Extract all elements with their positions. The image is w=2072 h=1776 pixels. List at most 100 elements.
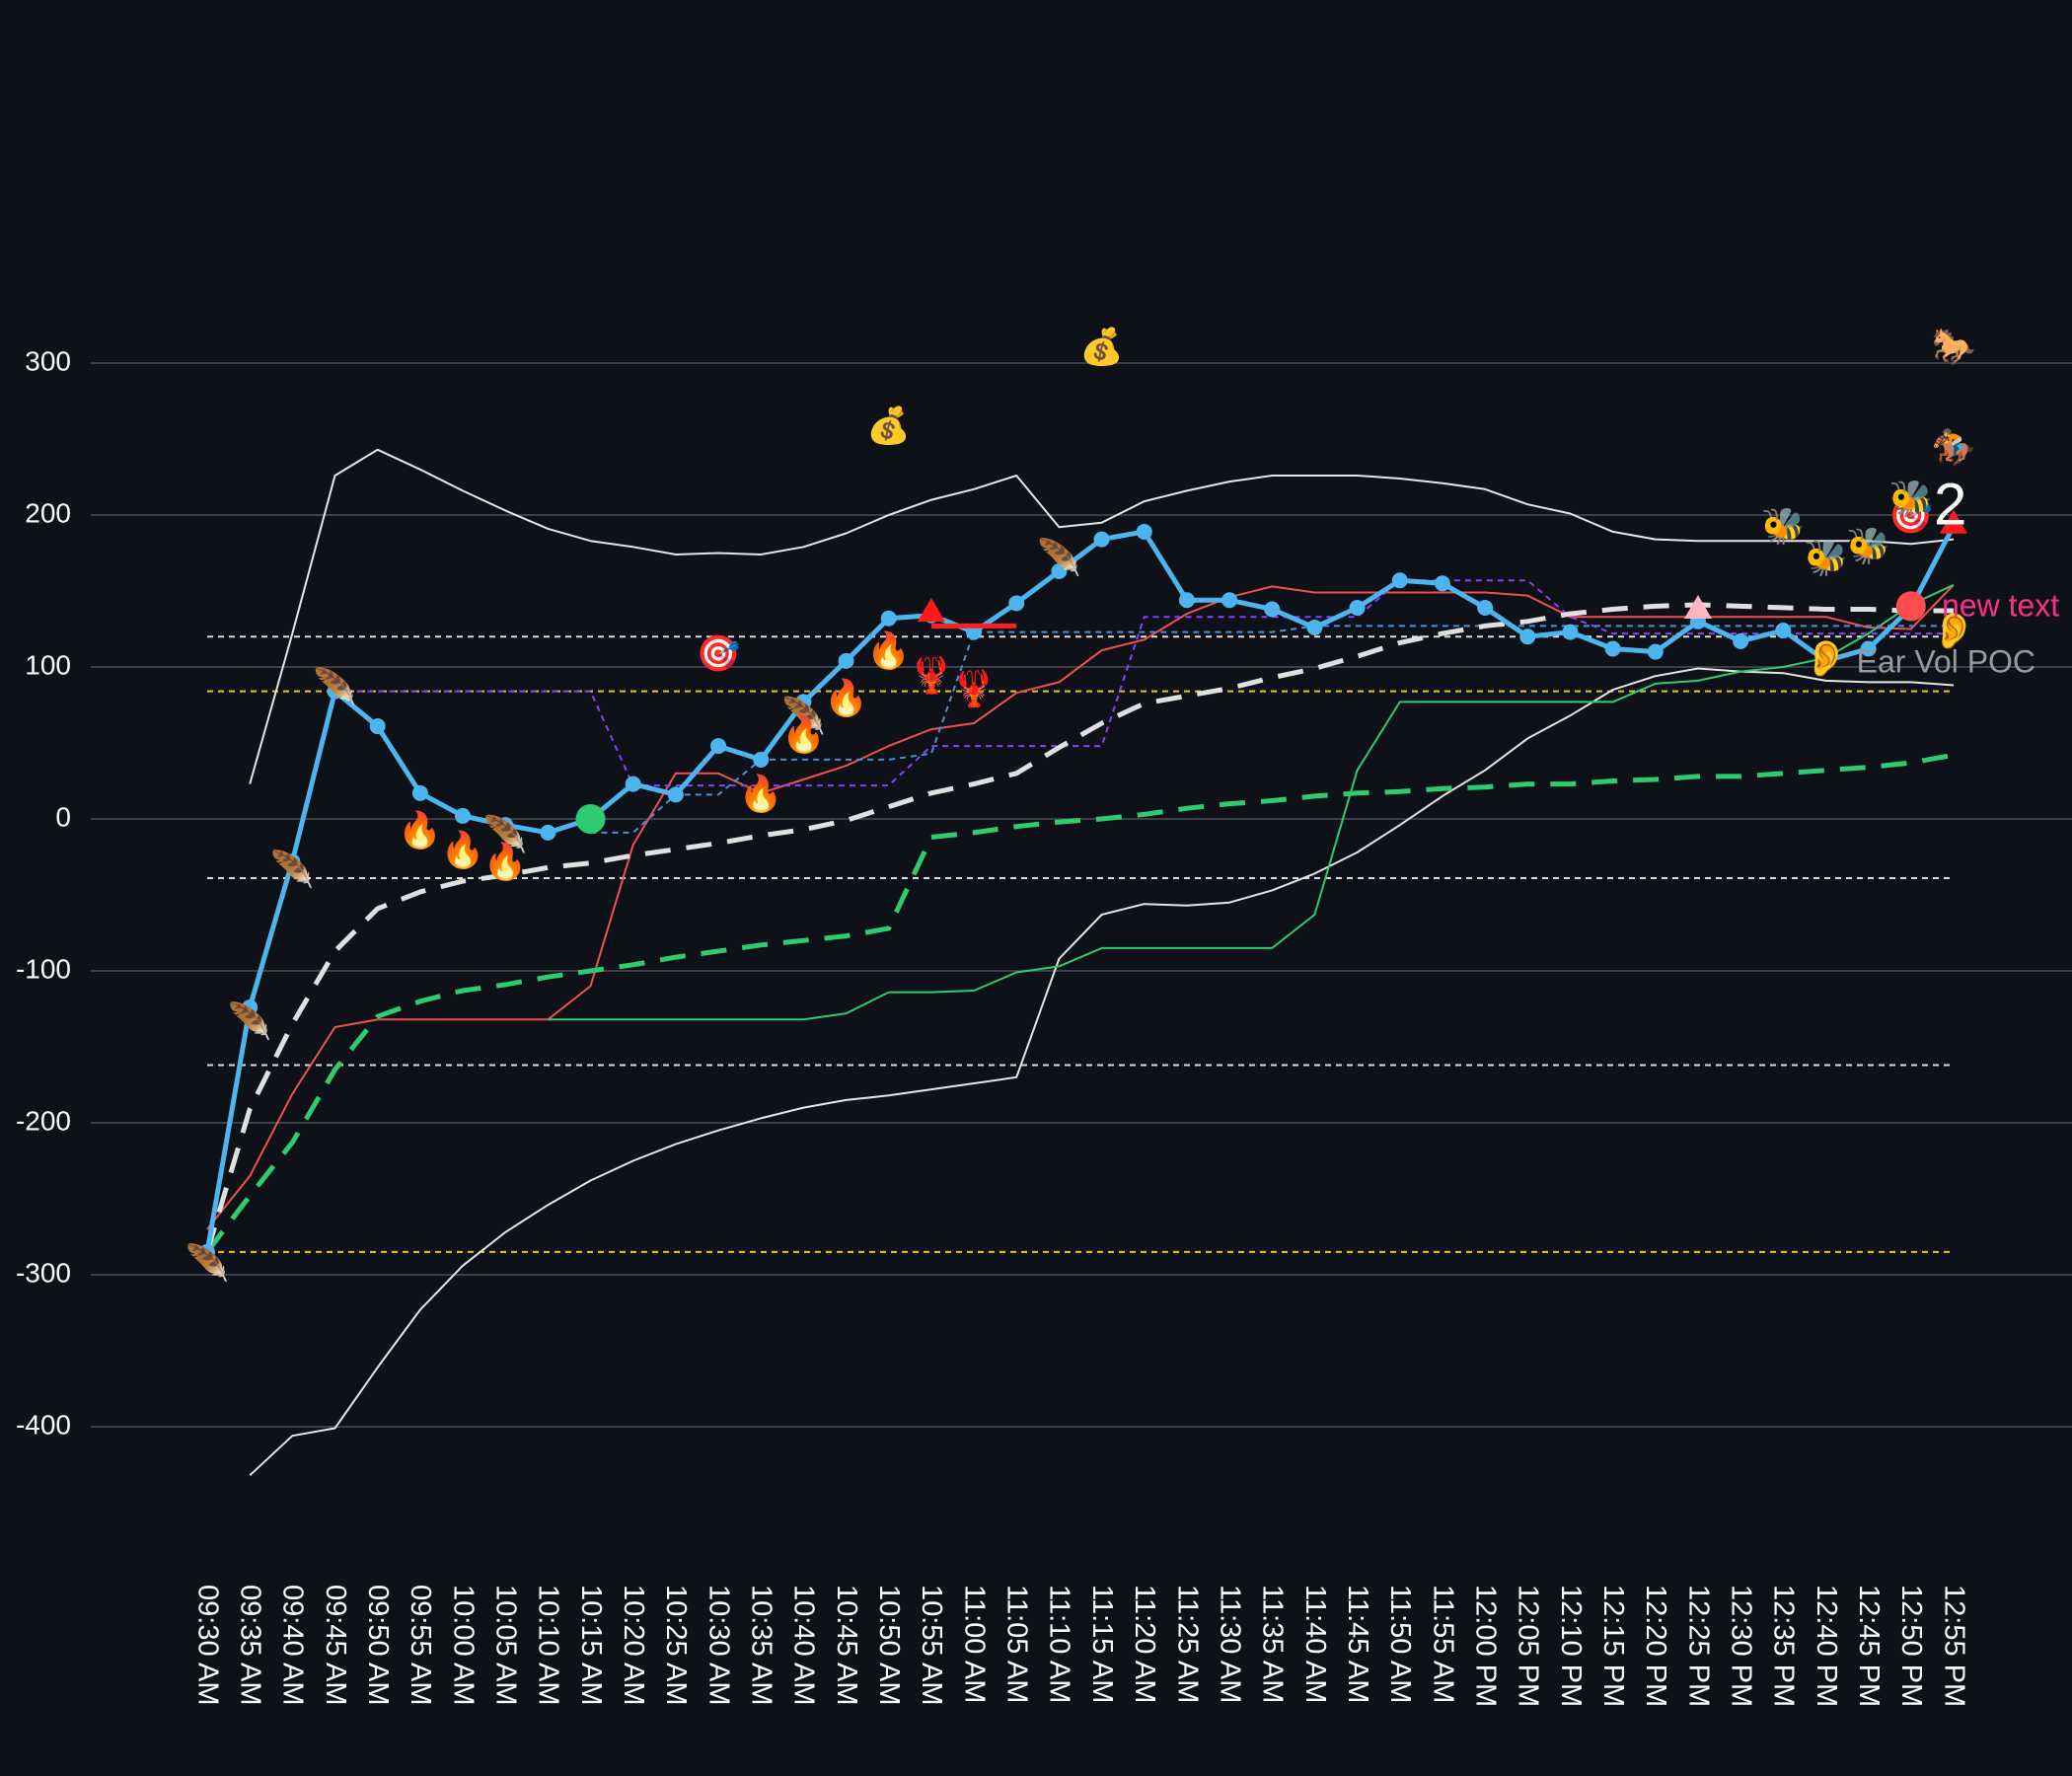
icon: 🔥 <box>866 630 911 671</box>
y-tick-label: 0 <box>55 801 71 832</box>
marker-triangle <box>1683 594 1712 619</box>
x-tick-label: 11:35 AM <box>1257 1585 1289 1703</box>
series-line <box>590 625 1954 834</box>
icon: 🎯 <box>1888 495 1933 536</box>
icon: 🐝 <box>1761 505 1806 546</box>
icon: 🐝 <box>1804 538 1848 578</box>
marker-triangle <box>1939 509 1967 534</box>
x-tick-label: 10:05 AM <box>490 1585 522 1706</box>
icon: 🔥 <box>824 677 868 717</box>
x-tick-label: 12:05 PM <box>1513 1585 1544 1707</box>
x-tick-label: 10:40 AM <box>788 1585 820 1706</box>
x-tick-label: 09:30 AM <box>191 1585 223 1706</box>
marker-circle <box>1895 591 1926 622</box>
icon: 🔥 <box>441 829 485 869</box>
x-tick-label: 10:55 AM <box>916 1585 947 1706</box>
data-point <box>753 751 770 768</box>
icon: 🪶 <box>781 695 826 736</box>
icon: 🔥 <box>398 809 442 850</box>
data-point <box>1477 599 1494 616</box>
icon: 👂 <box>1932 611 1976 651</box>
icon: 👂 <box>1804 637 1848 678</box>
x-tick-label: 12:00 PM <box>1469 1585 1501 1707</box>
icon: 🦞 <box>909 654 953 695</box>
icon: 💰 <box>866 406 911 447</box>
series-line <box>249 448 1955 784</box>
data-point <box>1178 592 1195 609</box>
data-point <box>1306 619 1323 635</box>
data-point <box>242 999 259 1015</box>
data-point <box>1434 575 1450 592</box>
annotation: 2 <box>1934 472 1966 538</box>
data-point <box>1733 632 1749 649</box>
x-tick-label: 09:55 AM <box>405 1585 436 1706</box>
y-tick-label: 300 <box>25 345 71 376</box>
data-point <box>540 824 556 841</box>
icon: 🪶 <box>228 999 272 1041</box>
data-point <box>1775 623 1792 639</box>
data-point <box>880 610 897 627</box>
icon: 🐎 <box>1932 327 1976 367</box>
x-tick-label: 12:20 PM <box>1640 1585 1671 1707</box>
annotation: new text <box>1942 587 2059 623</box>
x-tick-label: 10:20 AM <box>618 1585 649 1706</box>
icon: 🎯 <box>697 633 741 674</box>
x-tick-label: 10:45 AM <box>831 1585 862 1706</box>
icon: 🪶 <box>483 813 528 854</box>
x-tick-label: 12:45 PM <box>1853 1585 1885 1707</box>
data-point <box>625 776 641 792</box>
x-tick-label: 10:00 AM <box>447 1585 479 1706</box>
x-tick-label: 11:15 AM <box>1086 1585 1118 1703</box>
data-point <box>1221 592 1238 609</box>
x-tick-label: 10:35 AM <box>746 1585 777 1706</box>
x-tick-label: 10:25 AM <box>660 1585 692 1706</box>
data-point <box>1051 562 1068 579</box>
icon: 🔥 <box>483 842 528 882</box>
x-tick-label: 11:50 AM <box>1384 1585 1416 1703</box>
x-tick-label: 11:10 AM <box>1044 1585 1075 1703</box>
y-tick-label: -100 <box>16 953 71 984</box>
data-point <box>1093 531 1110 548</box>
icon: 🔥 <box>781 713 826 754</box>
x-tick-label: 09:40 AM <box>277 1585 309 1706</box>
x-tick-label: 12:40 PM <box>1811 1585 1842 1707</box>
data-point <box>327 683 343 700</box>
data-point <box>710 738 727 755</box>
icon: 🦞 <box>952 668 997 708</box>
x-tick-label: 09:50 AM <box>362 1585 394 1706</box>
data-point <box>795 694 812 710</box>
data-point <box>1519 629 1536 645</box>
x-tick-label: 12:50 PM <box>1895 1585 1927 1707</box>
y-tick-label: 100 <box>25 649 71 680</box>
x-tick-label: 12:15 PM <box>1597 1585 1629 1707</box>
series-line <box>206 584 1955 1230</box>
series-line <box>204 602 1954 1253</box>
icon: 🐝 <box>1888 479 1933 519</box>
x-tick-label: 11:45 AM <box>1342 1585 1373 1703</box>
x-tick-label: 11:20 AM <box>1129 1585 1160 1703</box>
x-tick-label: 11:25 AM <box>1171 1585 1203 1703</box>
x-tick-label: 11:30 AM <box>1214 1585 1245 1703</box>
x-tick-label: 12:35 PM <box>1768 1585 1800 1707</box>
icon: 🪶 <box>270 848 315 889</box>
data-point <box>1391 572 1408 589</box>
y-tick-label: -400 <box>16 1409 71 1440</box>
x-tick-label: 09:45 AM <box>320 1585 351 1706</box>
x-tick-label: 11:55 AM <box>1427 1585 1458 1703</box>
x-tick-label: 12:10 PM <box>1555 1585 1587 1707</box>
data-point <box>411 784 428 801</box>
x-tick-label: 11:00 AM <box>958 1585 990 1703</box>
series-line <box>334 579 1954 787</box>
y-tick-label: -200 <box>16 1105 71 1136</box>
data-point <box>1264 601 1281 618</box>
y-tick-label: -300 <box>16 1257 71 1288</box>
icon: 💰 <box>1079 327 1124 368</box>
x-tick-label: 10:50 AM <box>873 1585 905 1706</box>
data-point <box>284 853 301 870</box>
marker-triangle <box>917 598 945 623</box>
series-line <box>205 752 1955 1254</box>
x-tick-label: 10:10 AM <box>533 1585 564 1706</box>
icon: 🪶 <box>1037 537 1081 578</box>
